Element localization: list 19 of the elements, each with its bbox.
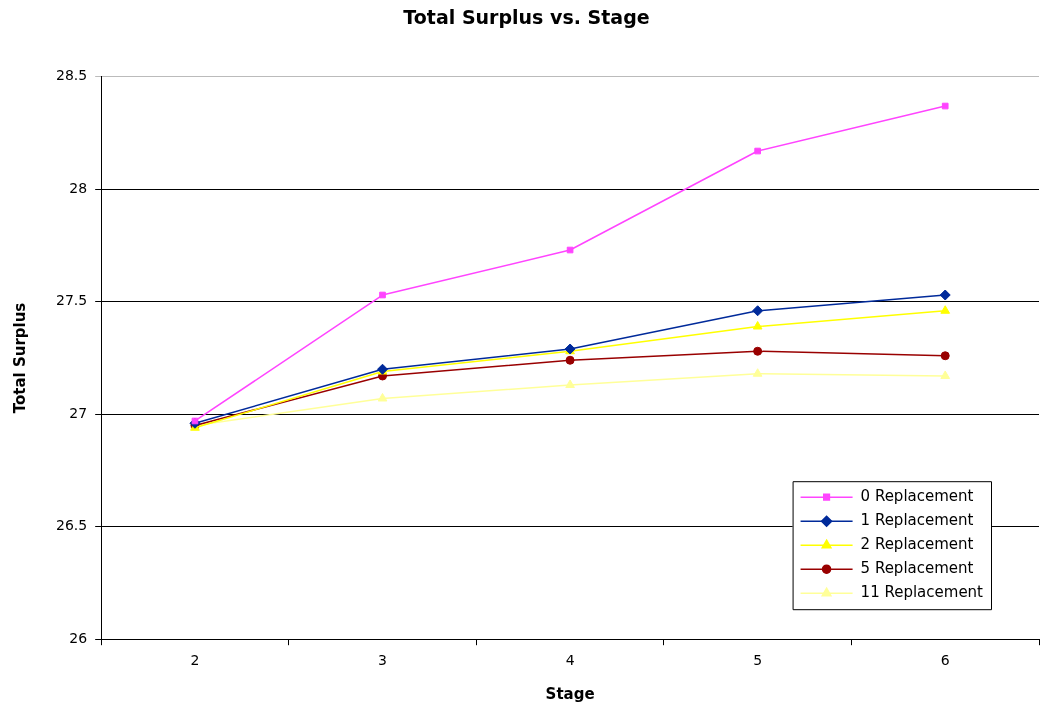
legend-label: 0 Replacement	[860, 487, 974, 506]
y-tick-label: 26	[69, 629, 88, 646]
y-axis-title: Total Surplus	[10, 302, 29, 414]
legend-label: 2 Replacement	[860, 535, 974, 554]
x-tick-label: 4	[565, 652, 575, 669]
chart-title: Total Surplus vs. Stage	[403, 6, 650, 29]
y-tick-label: 28	[69, 179, 88, 196]
y-tick-label: 27.5	[56, 292, 88, 309]
x-tick-label: 5	[753, 652, 763, 669]
x-axis-title: Stage	[545, 684, 595, 703]
y-tick-label: 26.5	[56, 517, 88, 534]
y-tick-label: 28.5	[56, 67, 88, 84]
x-tick-label: 3	[378, 652, 387, 669]
legend-label: 5 Replacement	[860, 559, 974, 578]
x-tick-label: 6	[940, 652, 950, 669]
y-tick-label: 27	[69, 404, 88, 421]
x-tick-label: 2	[190, 652, 200, 669]
legend-label: 1 Replacement	[860, 511, 974, 530]
legend-label: 11 Replacement	[860, 583, 984, 602]
